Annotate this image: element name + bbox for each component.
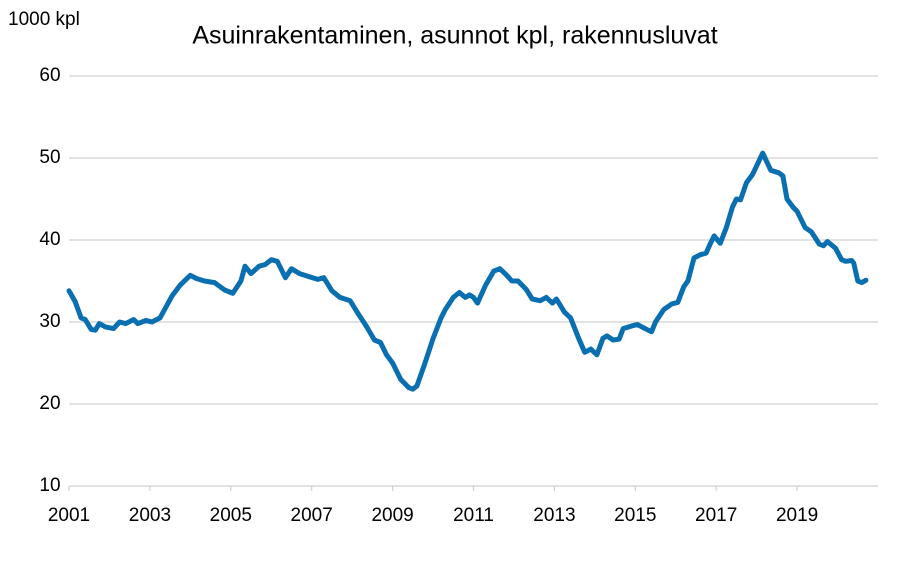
y-axis-label: 1000 kpl: [8, 9, 80, 30]
x-tick-label: 2009: [371, 505, 413, 526]
y-tick-label: 20: [39, 393, 60, 414]
chart-title: Asuinrakentaminen, asunnot kpl, rakennus…: [192, 22, 717, 50]
x-tick-label: 2001: [48, 505, 90, 526]
y-tick-label: 10: [39, 475, 60, 496]
x-tick-label: 2013: [533, 505, 575, 526]
x-tick-label: 2019: [776, 505, 818, 526]
y-tick-label: 30: [39, 311, 60, 332]
x-tick-label: 2005: [210, 505, 252, 526]
x-tick-label: 2017: [695, 505, 737, 526]
y-tick-label: 50: [39, 147, 60, 168]
x-tick-label: 2003: [129, 505, 171, 526]
x-tick-label: 2015: [614, 505, 656, 526]
y-tick-label: 40: [39, 229, 60, 250]
x-tick-label: 2011: [453, 505, 494, 526]
y-tick-label: 60: [39, 65, 60, 86]
line: [66, 150, 869, 392]
x-tick-label: 2007: [291, 505, 333, 526]
